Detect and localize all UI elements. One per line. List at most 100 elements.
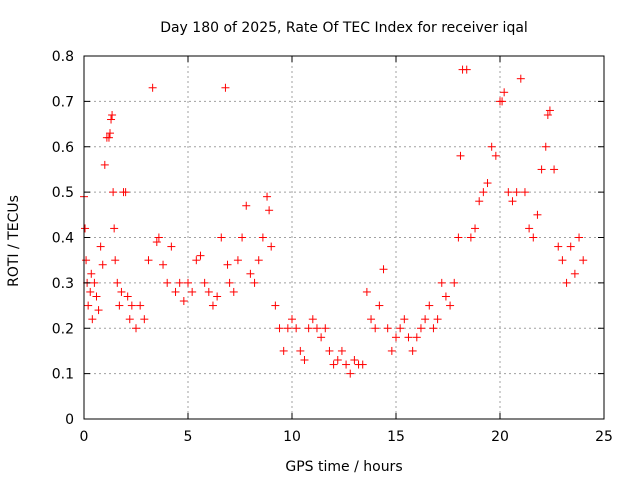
data-point: [81, 224, 90, 233]
data-point: [337, 346, 346, 355]
data-point: [400, 315, 409, 324]
data-point: [132, 324, 140, 333]
data-point: [225, 278, 234, 287]
data-point: [87, 269, 96, 278]
data-point: [412, 333, 421, 342]
data-point: [358, 360, 367, 369]
data-point: [333, 356, 342, 365]
data-point: [491, 151, 500, 160]
data-point: [213, 292, 222, 301]
data-point: [250, 278, 259, 287]
y-tick-label: 0.2: [52, 321, 74, 337]
data-point: [117, 287, 126, 296]
data-point: [300, 356, 309, 365]
data-point: [200, 278, 209, 287]
data-point: [263, 192, 272, 201]
y-tick-label: 0.7: [52, 94, 74, 110]
data-point: [466, 233, 475, 242]
data-point: [525, 224, 534, 233]
data-point: [545, 106, 554, 115]
data-point: [425, 301, 434, 310]
data-point: [321, 324, 330, 333]
data-point: [304, 324, 313, 333]
data-point: [371, 324, 380, 333]
data-point: [267, 242, 276, 251]
data-point: [570, 269, 579, 278]
data-point: [208, 301, 217, 310]
data-point: [125, 315, 134, 324]
data-point: [107, 115, 116, 124]
data-point: [110, 224, 119, 233]
data-point: [171, 287, 180, 296]
data-point: [543, 110, 552, 119]
data-point: [265, 206, 274, 215]
data-point: [109, 188, 118, 197]
data-point: [379, 265, 388, 274]
data-point: [558, 256, 567, 265]
data-point: [111, 256, 120, 265]
data-point: [86, 287, 95, 296]
x-tick-label: 10: [283, 429, 301, 445]
data-point: [516, 74, 525, 83]
y-axis-label: ROTI / TECUs: [6, 195, 22, 287]
data-point: [192, 256, 201, 265]
data-point: [196, 251, 205, 260]
data-point: [471, 224, 480, 233]
data-point: [279, 346, 288, 355]
data-point: [508, 197, 517, 206]
data-point: [271, 301, 280, 310]
data-point: [446, 301, 455, 310]
x-axis-label: GPS time / hours: [285, 459, 402, 475]
data-point: [383, 324, 392, 333]
data-point: [454, 233, 463, 242]
y-tick-label: 0.3: [52, 276, 74, 292]
data-point: [104, 133, 113, 142]
data-point: [362, 287, 371, 296]
data-point: [312, 324, 321, 333]
data-point: [350, 356, 359, 365]
x-tick-label: 0: [80, 429, 89, 445]
data-point: [483, 179, 492, 188]
data-point: [275, 324, 284, 333]
data-point: [520, 188, 529, 197]
data-point: [175, 278, 184, 287]
data-point: [387, 346, 396, 355]
data-point: [579, 256, 588, 265]
data-point: [96, 242, 105, 251]
data-point: [292, 324, 301, 333]
data-point: [421, 315, 430, 324]
data-point: [144, 256, 153, 265]
data-point: [487, 142, 496, 151]
data-point: [242, 201, 251, 210]
data-point: [456, 151, 465, 160]
data-point: [233, 256, 242, 265]
data-point: [404, 333, 413, 342]
data-point: [238, 233, 247, 242]
data-point: [342, 360, 351, 369]
data-point: [223, 260, 232, 269]
data-point: [136, 301, 145, 310]
data-point: [148, 83, 157, 92]
data-point: [113, 278, 122, 287]
y-tick-label: 0.1: [52, 367, 74, 383]
data-point: [152, 238, 161, 247]
data-point: [283, 324, 292, 333]
data-point: [441, 292, 450, 301]
data-point: [296, 346, 305, 355]
data-point: [140, 315, 149, 324]
data-point: [317, 333, 326, 342]
data-point: [92, 292, 101, 301]
data-point: [154, 233, 163, 242]
data-point: [462, 65, 471, 74]
data-point: [123, 292, 132, 301]
data-point: [159, 260, 168, 269]
data-point: [408, 346, 417, 355]
data-points: [80, 65, 588, 378]
data-point: [529, 233, 538, 242]
data-point: [90, 278, 99, 287]
data-point: [106, 129, 114, 138]
data-point: [221, 83, 230, 92]
data-point: [84, 301, 93, 310]
data-point: [127, 301, 136, 310]
data-point: [498, 97, 507, 106]
